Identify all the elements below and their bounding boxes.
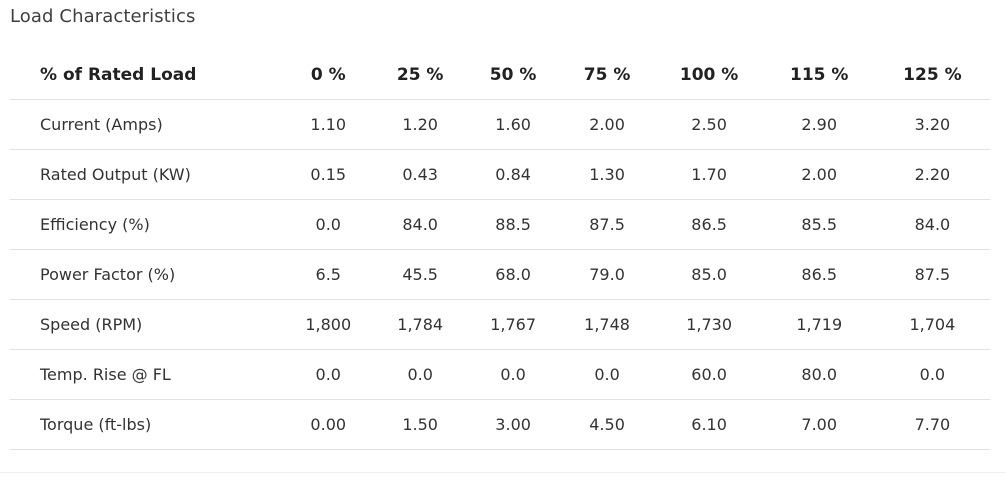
row-label: Temp. Rise @ FL [10,349,283,400]
row-label: Efficiency (%) [10,199,283,250]
table-cell: 0.43 [373,149,467,200]
table-cell: 85.5 [763,199,875,250]
table-cell: 1.20 [373,99,467,150]
column-header: 100 % [654,50,764,100]
table-cell: 1,767 [466,299,560,350]
table-cell: 4.50 [559,399,655,450]
table-cell: 6.10 [654,399,764,450]
table-row: Torque (ft-lbs) 0.00 1.50 3.00 4.50 6.10… [10,399,990,450]
table-cell: 80.0 [763,349,875,400]
table-cell: 2.00 [763,149,875,200]
table-cell: 45.5 [373,249,467,300]
table-row: Current (Amps) 1.10 1.20 1.60 2.00 2.50 … [10,99,990,150]
table-cell: 88.5 [466,199,560,250]
table-cell: 3.20 [874,99,990,150]
row-label: Current (Amps) [10,99,283,150]
table-cell: 86.5 [763,249,875,300]
table-cell: 84.0 [373,199,467,250]
column-header: 75 % [559,50,655,100]
table-row: Temp. Rise @ FL 0.0 0.0 0.0 0.0 60.0 80.… [10,349,990,400]
table-cell: 0.0 [282,199,374,250]
table-cell: 2.00 [559,99,655,150]
table-cell: 0.00 [282,399,374,450]
table-cell: 0.0 [373,349,467,400]
table-cell: 1.30 [559,149,655,200]
column-header: % of Rated Load [10,50,283,100]
bottom-divider [0,472,1006,473]
table-cell: 0.84 [466,149,560,200]
column-header: 50 % [466,50,560,100]
table-cell: 7.70 [874,399,990,450]
table-cell: 1.10 [282,99,374,150]
table-cell: 0.15 [282,149,374,200]
column-header: 0 % [282,50,374,100]
table-cell: 1,748 [559,299,655,350]
table-cell: 0.0 [559,349,655,400]
section-title: Load Characteristics [10,6,196,27]
table-cell: 3.00 [466,399,560,450]
table-cell: 0.0 [874,349,990,400]
table-cell: 6.5 [282,249,374,300]
table-cell: 0.0 [466,349,560,400]
table-row: Rated Output (KW) 0.15 0.43 0.84 1.30 1.… [10,149,990,200]
table-cell: 1,730 [654,299,764,350]
column-header: 125 % [874,50,990,100]
table-cell: 1,704 [874,299,990,350]
row-label: Rated Output (KW) [10,149,283,200]
table-cell: 1.50 [373,399,467,450]
table-cell: 79.0 [559,249,655,300]
column-header: 25 % [373,50,467,100]
table-cell: 87.5 [874,249,990,300]
table-row: Speed (RPM) 1,800 1,784 1,767 1,748 1,73… [10,299,990,350]
table-cell: 0.0 [282,349,374,400]
column-header: 115 % [763,50,875,100]
table-cell: 85.0 [654,249,764,300]
table-cell: 84.0 [874,199,990,250]
table-cell: 1.60 [466,99,560,150]
table-cell: 1,800 [282,299,374,350]
table-cell: 86.5 [654,199,764,250]
table-cell: 2.90 [763,99,875,150]
row-label: Power Factor (%) [10,249,283,300]
table-cell: 87.5 [559,199,655,250]
table-cell: 68.0 [466,249,560,300]
table-cell: 7.00 [763,399,875,450]
load-characteristics-table: % of Rated Load 0 % 25 % 50 % 75 % 100 %… [10,50,990,450]
table-cell: 1.70 [654,149,764,200]
table-header-row: % of Rated Load 0 % 25 % 50 % 75 % 100 %… [10,50,990,100]
table-cell: 2.50 [654,99,764,150]
row-label: Torque (ft-lbs) [10,399,283,450]
table-row: Power Factor (%) 6.5 45.5 68.0 79.0 85.0… [10,249,990,300]
table-cell: 1,784 [373,299,467,350]
row-label: Speed (RPM) [10,299,283,350]
table-cell: 1,719 [763,299,875,350]
table-cell: 60.0 [654,349,764,400]
table-cell: 2.20 [874,149,990,200]
table-row: Efficiency (%) 0.0 84.0 88.5 87.5 86.5 8… [10,199,990,250]
